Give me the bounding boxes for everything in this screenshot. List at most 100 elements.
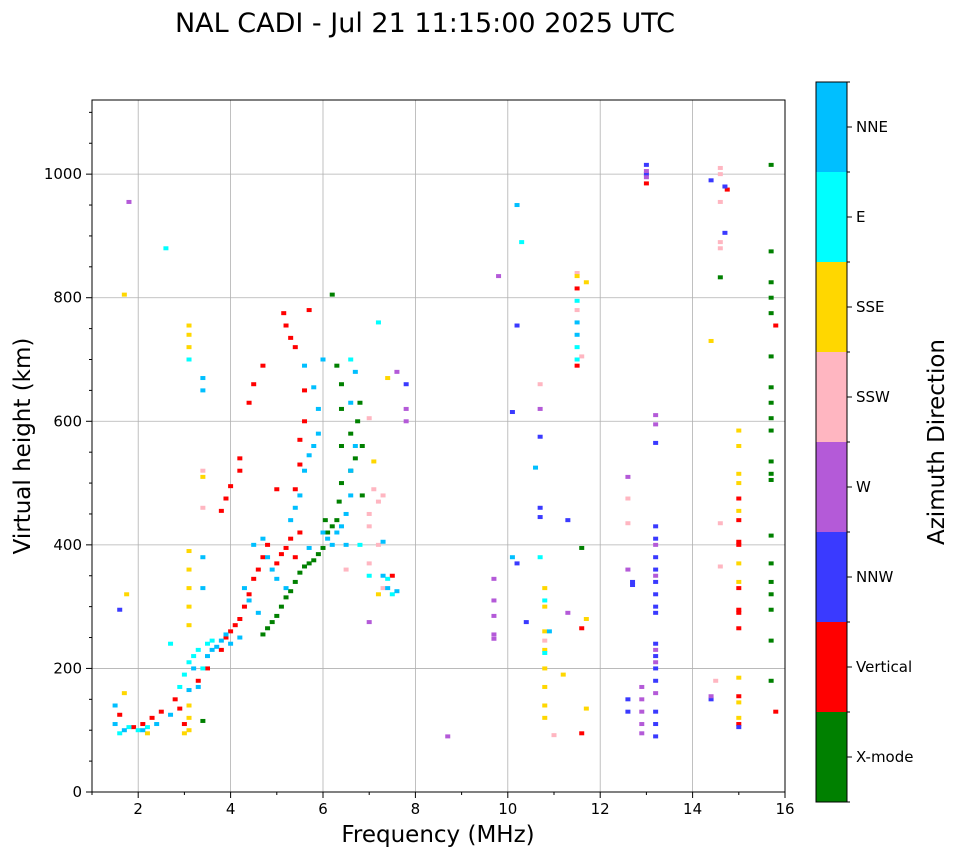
data-point-sse [181,731,187,736]
data-point-ssw [366,561,372,566]
data-point-ssw [717,172,723,177]
colorbar-tick-label: X-mode [856,748,913,766]
data-point-nne [168,712,174,717]
data-point-nne [255,610,261,615]
data-point-ssw [542,638,548,643]
data-point-nne [352,369,358,374]
data-point-vertical [773,323,779,328]
data-point-ssw [380,493,386,498]
data-point-nne [112,703,118,708]
data-point-vertical [237,456,243,461]
data-point-sse [186,586,192,591]
data-point-nne [269,567,275,572]
data-point-e [195,647,201,652]
data-point-x-mode [320,545,326,550]
data-point-vertical [218,647,224,652]
data-point-x-mode [717,275,723,280]
data-point-vertical [736,586,742,591]
x-tick-label: 12 [591,800,610,818]
data-point-sse [186,549,192,554]
data-point-vertical [232,623,238,628]
data-point-vertical [297,530,303,535]
data-point-e [163,246,169,251]
data-point-vertical [274,487,280,492]
data-point-ssw [551,733,557,738]
data-point-e [348,357,354,362]
data-point-e [191,654,197,659]
data-point-ssw [625,496,631,501]
data-point-vertical [117,712,123,717]
data-point-nnw [523,620,529,625]
y-tick-label: 800 [53,289,82,307]
data-point-w [643,175,649,180]
data-point-nnw [653,722,659,727]
data-point-vertical [736,539,742,544]
data-point-ssw [579,354,585,359]
data-point-vertical [736,610,742,615]
chart-title: NAL CADI - Jul 21 11:15:00 2025 UTC [175,8,675,39]
data-point-vertical [288,335,294,340]
data-point-nnw [653,678,659,683]
data-point-x-mode [311,558,317,563]
data-point-vertical [297,462,303,467]
data-point-sse [736,508,742,513]
data-point-ssw [717,165,723,170]
x-tick-label: 2 [133,800,143,818]
plot-frame [91,99,786,793]
colorbar-tick-label: SSE [856,298,885,316]
data-point-w [653,422,659,427]
data-point-vertical [181,722,187,727]
data-point-nne [533,465,539,470]
data-point-ssw [574,308,580,313]
data-point-nne [292,505,298,510]
data-point-nne [297,493,303,498]
data-point-vertical [195,678,201,683]
y-tick-label: 400 [53,536,82,554]
data-point-w [366,620,372,625]
data-point-x-mode [348,431,354,436]
data-point-x-mode [278,604,284,609]
data-point-nnw [653,536,659,541]
data-point-vertical [579,626,585,631]
data-point-nnw [653,610,659,615]
data-point-vertical [149,715,155,720]
data-point-vertical [237,468,243,473]
y-tick-label: 200 [53,659,82,677]
axis-ticks: 2 4 6 8 10 12 14 16 0 200 400 600 800 1000 [44,111,795,818]
colorbar-tick-label: NNW [856,568,893,586]
data-point-sse [583,280,589,285]
data-point-x-mode [768,471,774,476]
data-point-sse [200,474,206,479]
data-point-nne [260,536,266,541]
data-point-nne [311,444,317,448]
data-point-sse [736,481,742,486]
data-point-w [537,406,543,411]
data-point-x-mode [325,530,331,535]
data-point-x-mode [288,589,294,594]
data-point-e [181,672,187,677]
data-point-ssw [717,199,723,204]
data-point-e [574,298,580,303]
x-tick-label: 6 [318,800,328,818]
data-point-e [186,357,192,362]
data-point-vertical [288,536,294,541]
data-point-e [126,725,132,730]
data-point-vertical [736,722,742,727]
data-point-nne [112,722,118,727]
data-point-e [542,598,548,603]
data-point-vertical [255,567,261,572]
data-point-nnw [653,709,659,714]
data-point-sse [542,647,548,652]
data-point-sse [736,444,742,448]
x-tick-label: 10 [498,800,517,818]
data-point-vertical [274,561,280,566]
data-point-w [653,542,659,547]
data-point-nne [288,518,294,523]
data-point-e [135,728,141,733]
data-point-x-mode [768,416,774,421]
colorbar-segment [816,442,847,532]
data-point-nnw [653,555,659,560]
data-point-nnw [653,641,659,646]
data-point-vertical [241,604,247,609]
